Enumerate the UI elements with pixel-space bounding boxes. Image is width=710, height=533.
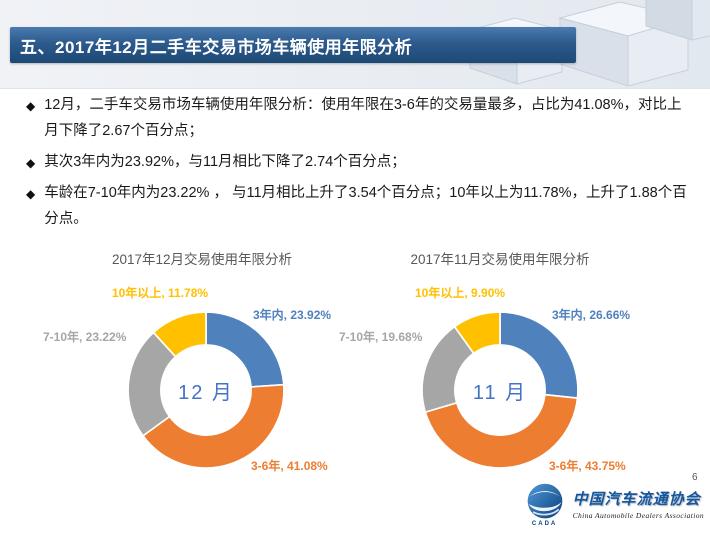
donut-center-label: 11 月	[472, 381, 528, 404]
donut-slice	[453, 311, 501, 355]
cada-logo-icon: CADA	[524, 481, 566, 527]
bullet-text: 12月，二手车交易市场车辆使用年限分析：使用年限在3-6年的交易量最多，占比为4…	[44, 97, 682, 140]
bullet-text: 其次3年内为23.92%，与11月相比下降了2.74个百分点；	[44, 154, 406, 171]
slice-label: 3年内, 26.66%	[552, 308, 631, 322]
bullet-list: ◆ 12月，二手车交易市场车辆使用年限分析：使用年限在3-6年的交易量最多，占比…	[26, 92, 692, 237]
slice-label: 3-6年, 41.08%	[251, 459, 328, 473]
footer-logo: CADA 中国汽车流通协会 China Automobile Dealers A…	[524, 481, 704, 527]
bullet-item: ◆ 12月，二手车交易市场车辆使用年限分析：使用年限在3-6年的交易量最多，占比…	[26, 92, 692, 144]
donut-chart	[421, 311, 579, 469]
bullet-diamond-icon: ◆	[26, 187, 36, 202]
top-band	[0, 0, 710, 89]
logo-name-cn: 中国汽车流通协会	[572, 491, 701, 508]
page-title: 五、2017年12月二手车交易市场车辆使用年限分析	[20, 37, 413, 57]
bullet-item: ◆ 其次3年内为23.92%，与11月相比下降了2.74个百分点；	[26, 149, 692, 175]
slice-label: 7-10年, 19.68%	[339, 330, 423, 344]
slice-label: 10年以上, 9.90%	[415, 286, 506, 300]
cada-globe-icon	[527, 483, 562, 519]
logo-badge: CADA	[531, 521, 558, 527]
slice-label: 3-6年, 43.75%	[549, 459, 626, 473]
chart-title: 2017年12月交易使用年限分析	[111, 252, 293, 267]
donut-chart-november: 2017年11月交易使用年限分析 11 月 10年以上, 9.90% 3年内, …	[339, 242, 700, 500]
bullet-diamond-icon: ◆	[26, 156, 36, 171]
slice-label: 3年内, 23.92%	[253, 308, 332, 322]
logo-text: 中国汽车流通协会 China Automobile Dealers Associ…	[573, 488, 704, 520]
slice-label: 7-10年, 23.22%	[43, 330, 127, 344]
title-bar: 五、2017年12月二手车交易市场车辆使用年限分析	[10, 27, 576, 63]
slice-label: 10年以上, 11.78%	[112, 286, 209, 300]
bullet-diamond-icon: ◆	[26, 99, 36, 113]
logo-name-en: China Automobile Dealers Association	[572, 511, 704, 520]
donut-slice	[141, 383, 285, 469]
donut-slice	[424, 393, 579, 469]
donut-chart	[127, 311, 285, 469]
donut-chart-december: 2017年12月交易使用年限分析 12 月 10年以上, 11.78% 3年内,…	[12, 242, 357, 500]
bullet-text: 车龄在7-10年内为23.22% ， 与11月相比上升了3.54个百分点；10年…	[44, 185, 687, 228]
donut-slice	[152, 311, 207, 358]
chart-title: 2017年11月交易使用年限分析	[410, 252, 590, 267]
bullet-item: ◆ 车龄在7-10年内为23.22% ， 与11月相比上升了3.54个百分点；1…	[26, 180, 692, 232]
donut-center-label: 12 月	[178, 381, 234, 404]
page-number: 6	[692, 472, 698, 483]
